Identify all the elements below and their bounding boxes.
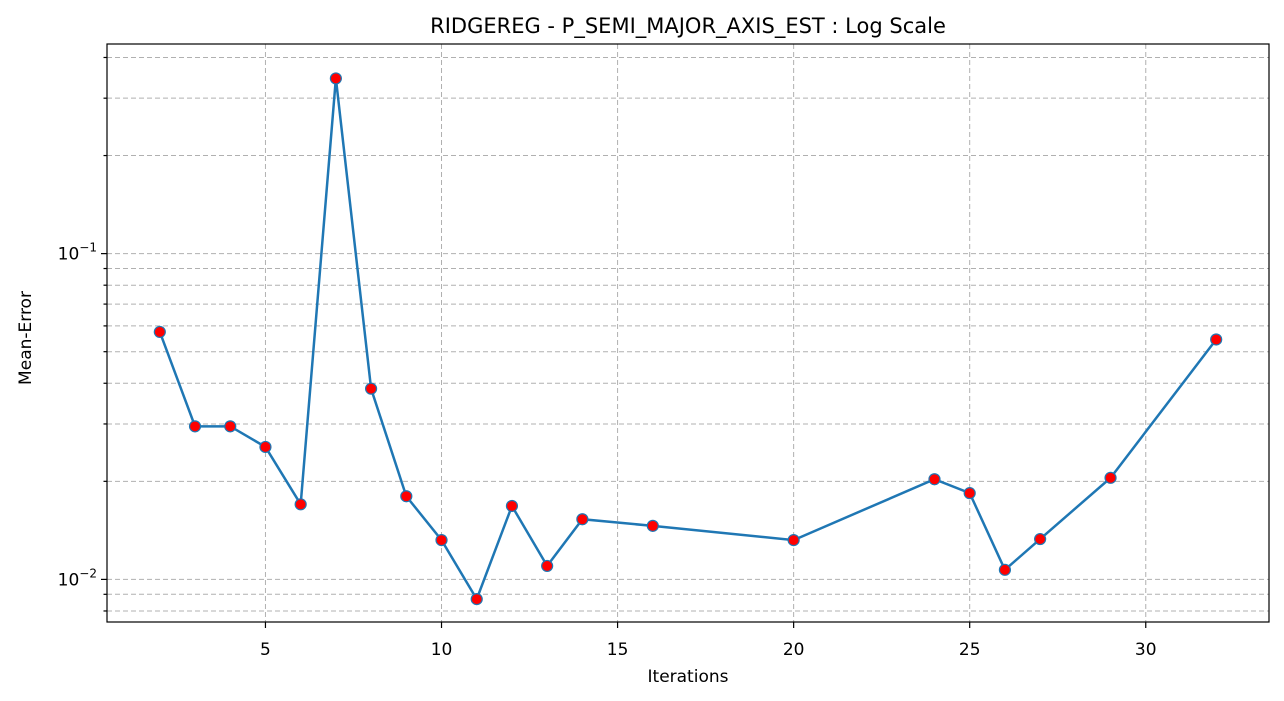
data-point <box>224 420 237 433</box>
grid <box>107 44 1269 622</box>
data-point <box>505 499 519 513</box>
data-point <box>329 72 342 85</box>
y-tick-label: 10−2 <box>58 566 97 590</box>
x-tick-label: 20 <box>783 640 805 660</box>
data-point <box>576 513 589 526</box>
x-tick-label: 15 <box>607 640 629 660</box>
data-point <box>259 440 272 454</box>
data-point <box>646 519 659 532</box>
data-series <box>153 72 1223 606</box>
data-point <box>153 325 166 339</box>
data-point <box>1104 471 1117 484</box>
x-axis: 5 10 15 20 25 30 <box>260 622 1157 660</box>
y-tick-label: 10−1 <box>58 241 97 265</box>
data-point <box>435 534 448 547</box>
data-point <box>470 593 483 606</box>
plot-frame <box>106 43 1270 623</box>
chart-title: RIDGEREG - P_SEMI_MAJOR_AXIS_EST : Log S… <box>430 14 946 39</box>
y-axis: 10−1 10−2 <box>58 56 107 612</box>
data-point <box>364 382 378 395</box>
y-axis-label: Mean-Error <box>16 291 36 385</box>
data-point <box>963 487 976 500</box>
x-tick-label: 30 <box>1135 640 1157 660</box>
data-point <box>998 563 1012 576</box>
data-point <box>294 498 307 511</box>
data-point <box>1034 532 1047 546</box>
data-point <box>787 534 800 547</box>
data-point <box>1210 333 1223 346</box>
data-point <box>400 490 413 503</box>
x-tick-label: 5 <box>260 640 271 660</box>
x-tick-label: 10 <box>431 640 453 660</box>
series-line <box>158 78 1218 602</box>
x-axis-label: Iterations <box>648 667 729 687</box>
x-tick-label: 25 <box>959 640 981 660</box>
data-point <box>541 559 554 573</box>
data-point <box>928 473 941 486</box>
data-point <box>188 420 202 433</box>
